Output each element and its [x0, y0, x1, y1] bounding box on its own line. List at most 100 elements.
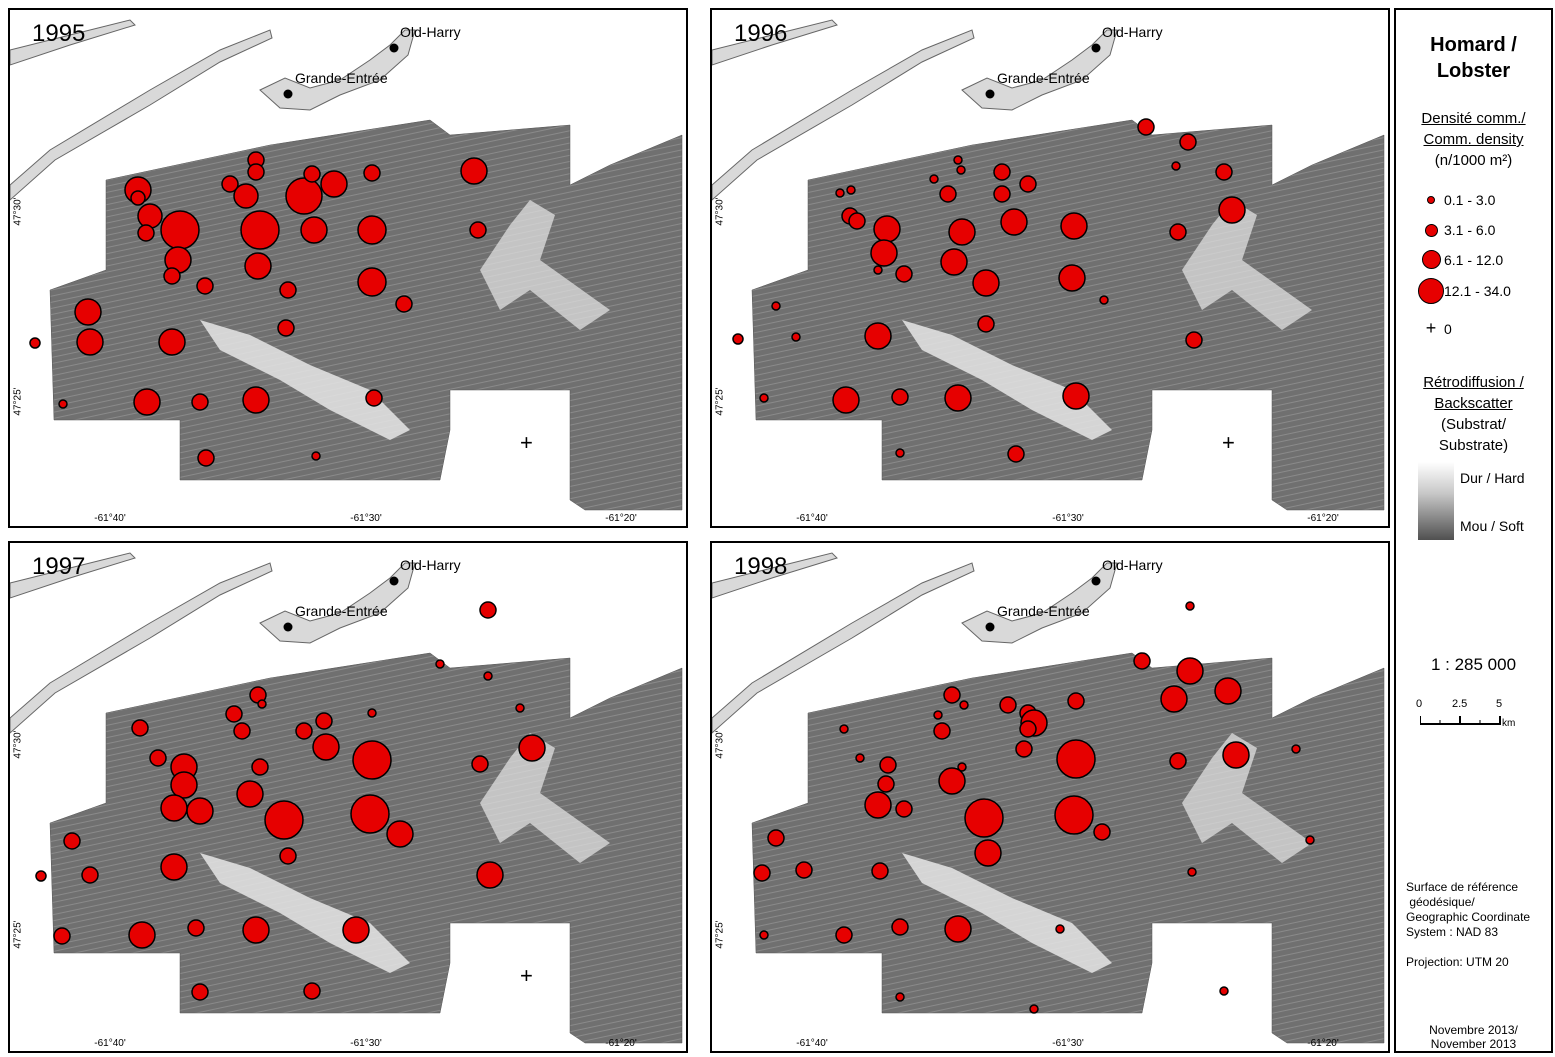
lobster-density-point — [1219, 986, 1229, 996]
lobster-density-point — [170, 771, 198, 799]
lobster-density-point — [35, 870, 47, 882]
lobster-density-point — [1093, 823, 1111, 841]
crs-note: Surface de référence géodésique/ Geograp… — [1406, 880, 1530, 940]
lobster-density-point — [160, 794, 188, 822]
legend-title: Homard / Lobster — [1396, 32, 1551, 84]
lobster-density-point — [196, 277, 214, 295]
hard-substrate-ridge — [1182, 733, 1312, 863]
lobster-density-point — [160, 853, 188, 881]
longitude-tick-label: -61°30' — [1052, 1038, 1084, 1049]
lobster-density-point — [251, 758, 269, 776]
lobster-density-point — [771, 301, 781, 311]
lobster-density-point — [939, 185, 957, 203]
lobster-density-point — [483, 671, 493, 681]
lobster-density-point — [877, 775, 895, 793]
lobster-density-point — [972, 269, 1000, 297]
class-1-symbol — [1427, 196, 1435, 204]
lobster-density-point — [1055, 924, 1065, 934]
lobster-density-point — [1054, 795, 1094, 835]
lobster-density-point — [1019, 175, 1037, 193]
lobster-density-point — [160, 210, 200, 250]
class-2-label: 3.1 - 6.0 — [1444, 222, 1496, 238]
lobster-density-point — [133, 388, 161, 416]
density-heading-line2: Comm. density — [1423, 131, 1524, 148]
legend-class-2: 3.1 - 6.0 — [1418, 222, 1495, 238]
legend-zero: + 0 — [1418, 318, 1452, 339]
lobster-density-point — [993, 185, 1011, 203]
longitude-tick-label: -61°30' — [1052, 513, 1084, 524]
density-heading: Densité comm./ Comm. density (n/1000 m²) — [1396, 108, 1551, 171]
legend-class-3: 6.1 - 12.0 — [1418, 250, 1503, 269]
lobster-density-point — [365, 389, 383, 407]
lobster-density-point — [1019, 720, 1037, 738]
lobster-density-point — [1176, 657, 1204, 685]
longitude-tick-label: -61°40' — [94, 513, 126, 524]
lobster-density-point — [977, 315, 995, 333]
lobster-density-point — [277, 319, 295, 337]
lobster-density-point — [395, 295, 413, 313]
crs-line1: Surface de référence — [1406, 880, 1519, 894]
lobster-density-point — [312, 733, 340, 761]
lobster-density-point — [221, 175, 239, 193]
lobster-density-point — [363, 164, 381, 182]
density-heading-line1: Densité comm./ — [1421, 110, 1526, 127]
map-canvas: + — [10, 19, 683, 511]
lobster-density-point — [279, 281, 297, 299]
lobster-density-point — [870, 239, 898, 267]
lobster-density-point — [137, 203, 163, 229]
date-note: Novembre 2013/ November 2013 — [1396, 1023, 1551, 1051]
old-harry-marker — [389, 43, 399, 53]
grande-entree-marker — [283, 622, 293, 632]
scale-bar-graphic — [1420, 716, 1501, 725]
lobster-density-point — [993, 163, 1011, 181]
lobster-density-point — [944, 915, 972, 943]
coast-strip — [712, 552, 838, 599]
old-harry-label: Old-Harry — [400, 557, 461, 573]
hard-substrate-band — [200, 320, 410, 440]
lobster-density-point — [835, 926, 853, 944]
lobster-density-point — [233, 722, 251, 740]
latitude-tick-label: 47°30' — [714, 197, 726, 226]
lobster-density-point — [999, 696, 1017, 714]
lobster-density-point — [1067, 692, 1085, 710]
zero-density-marker: + — [1222, 430, 1235, 455]
lobster-density-point — [1062, 382, 1090, 410]
hard-substrate-ridge — [480, 200, 610, 330]
lobster-density-point — [81, 866, 99, 884]
old-harry-marker — [1091, 576, 1101, 586]
lobster-density-point — [959, 700, 969, 710]
lobster-density-point — [879, 756, 897, 774]
scale-tick-1: 2.5 — [1452, 698, 1468, 710]
lobster-density-point — [938, 767, 966, 795]
lobster-density-point — [63, 832, 81, 850]
scale-bar: 0 2.5 5 km — [1416, 698, 1530, 732]
lobster-density-point — [759, 393, 769, 403]
lobster-density-point — [873, 215, 901, 243]
lobster-density-point — [131, 719, 149, 737]
legend-class-1: 0.1 - 3.0 — [1418, 192, 1495, 208]
class-3-label: 6.1 - 12.0 — [1444, 251, 1504, 268]
island-land — [259, 562, 416, 644]
scale-ratio: 1 : 285 000 — [1430, 655, 1517, 674]
lobster-density-point — [300, 216, 328, 244]
lobster-density-point — [191, 393, 209, 411]
backscatter-ramp — [1418, 462, 1454, 540]
backscatter-line2: Backscatter — [1434, 395, 1513, 412]
lobster-density-point — [846, 185, 856, 195]
lobster-density-point — [130, 190, 146, 206]
lobster-density-point — [197, 449, 215, 467]
lobster-density-point — [163, 267, 181, 285]
lobster-density-point — [244, 252, 272, 280]
lobster-density-point — [242, 386, 270, 414]
old-harry-label: Old-Harry — [1102, 24, 1163, 40]
grande-entree-label: Grande-Entrée — [997, 70, 1090, 86]
lobster-density-point — [58, 399, 68, 409]
lobster-density-point — [1222, 741, 1250, 769]
lobster-density-point — [1137, 118, 1155, 136]
map-panel-1996: +1996 Old-Harry Grande-Entrée -61°40' -61°30… — [710, 8, 1390, 528]
lobster-density-point — [732, 333, 744, 345]
lobster-density-point — [236, 780, 264, 808]
lobster-density-point — [895, 265, 913, 283]
class-3-symbol — [1421, 250, 1441, 269]
longitude-tick-label: -61°40' — [94, 1038, 126, 1049]
